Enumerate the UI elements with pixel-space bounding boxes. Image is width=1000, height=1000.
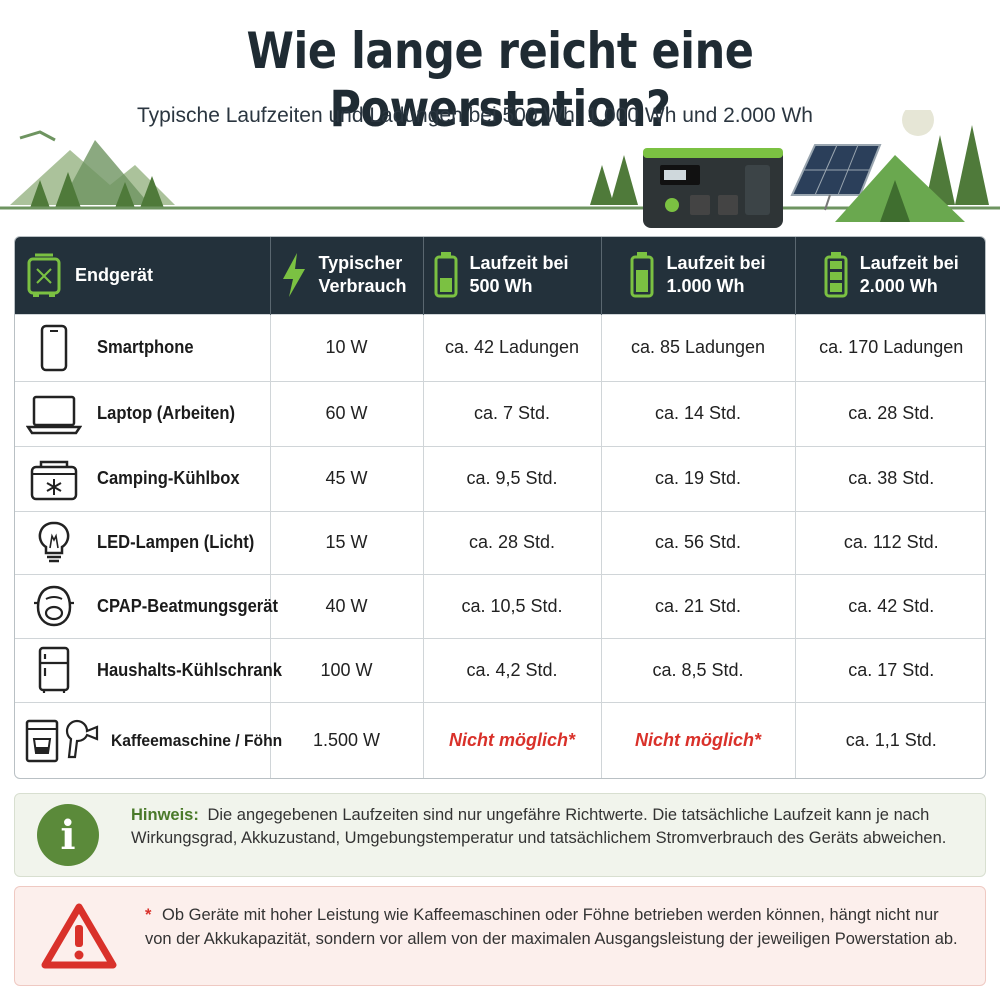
- runtime-2000-cell: ca. 170 Ladungen: [795, 313, 985, 381]
- table-row: Laptop (Arbeiten) 60 W ca. 7 Std. ca. 14…: [15, 380, 985, 446]
- header-label: Typischer: [318, 253, 403, 274]
- device-cell: Laptop (Arbeiten): [15, 380, 271, 446]
- device-cell: Kaffeemaschine / Föhn: [15, 701, 282, 778]
- device-name: Haushalts-Kühlschrank: [97, 659, 282, 680]
- runtime-1000-cell: Nicht möglich*: [601, 701, 796, 778]
- coffee-machine-hairdryer-icon: [25, 719, 99, 762]
- tree-icon: [30, 172, 164, 208]
- table-row: LED-Lampen (Licht) 15 W ca. 28 Std. ca. …: [15, 510, 985, 574]
- device-cell: LED-Lampen (Licht): [15, 510, 271, 574]
- runtime-2000-cell: ca. 112 Std.: [795, 510, 985, 574]
- table-row: CPAP-Beatmungsgerät 40 W ca. 10,5 Std. c…: [15, 573, 985, 638]
- header-label: 500 Wh: [469, 276, 533, 297]
- laptop-icon: [26, 395, 82, 434]
- runtime-1000-cell: ca. 21 Std.: [601, 573, 796, 638]
- page-subtitle: Typische Laufzeiten und Ladungen bei 500…: [137, 104, 813, 127]
- table-header-row: Endgerät Typischer Verbrauch: [15, 237, 985, 314]
- header-device: Endgerät: [15, 237, 271, 314]
- table-row: Haushalts-Kühlschrank 100 W ca. 4,2 Std.…: [15, 637, 985, 702]
- runtime-1000-cell: ca. 14 Std.: [601, 380, 796, 446]
- cpap-mask-icon: [34, 585, 74, 627]
- device-name: CPAP-Beatmungsgerät: [97, 595, 278, 616]
- hint-text-block: Hinweis: Die angegebenen Laufzeiten sind…: [131, 804, 961, 850]
- warning-box: * Ob Geräte mit hoher Leistung wie Kaffe…: [14, 886, 986, 986]
- battery-icon: [630, 252, 654, 298]
- runtime-2000-cell: ca. 17 Std.: [795, 637, 985, 702]
- table-row: Kaffeemaschine / Föhn 1.500 W Nicht mögl…: [15, 701, 985, 778]
- lightning-icon: [282, 253, 305, 298]
- runtime-1000-cell: ca. 19 Std.: [601, 445, 796, 511]
- runtime-table: Endgerät Typischer Verbrauch: [14, 236, 986, 779]
- powerstation-icon: [27, 253, 61, 298]
- runtime-2000-cell: ca. 1,1 Std.: [795, 701, 985, 778]
- consumption-cell: 1.500 W: [270, 701, 424, 778]
- header-label: Endgerät: [75, 264, 154, 285]
- header-consumption: Typischer Verbrauch: [270, 237, 424, 314]
- info-icon: i: [37, 804, 99, 866]
- header-runtime-2000: Laufzeit bei 2.000 Wh: [795, 237, 985, 314]
- device-name: Kaffeemaschine / Föhn: [111, 730, 283, 750]
- header-label: Laufzeit bei: [859, 253, 959, 274]
- hint-label: Hinweis:: [131, 806, 199, 824]
- device-name: Camping-Kühlbox: [97, 468, 240, 488]
- runtime-2000-cell: ca. 42 Std.: [795, 573, 985, 638]
- table-row: Smartphone 10 W ca. 42 Ladungen ca. 85 L…: [15, 313, 985, 381]
- battery-icon: [824, 252, 848, 298]
- header-label: 1.000 Wh: [666, 276, 745, 297]
- runtime-2000-cell: ca. 28 Std.: [795, 380, 985, 446]
- consumption-cell: 60 W: [270, 380, 424, 446]
- device-cell: Smartphone: [15, 313, 271, 381]
- runtime-500-cell: Nicht möglich*: [423, 701, 602, 778]
- warning-triangle-icon: [41, 903, 117, 969]
- powerstation-product-icon: [643, 148, 783, 228]
- fridge-icon: [38, 646, 70, 693]
- runtime-2000-cell: ca. 38 Std.: [795, 445, 985, 511]
- header-runtime-1000: Laufzeit bei 1.000 Wh: [601, 237, 796, 314]
- device-cell: Camping-Kühlbox: [15, 445, 271, 511]
- consumption-cell: 15 W: [270, 510, 424, 574]
- tree-icon: [590, 125, 989, 205]
- runtime-500-cell: ca. 42 Ladungen: [423, 313, 602, 381]
- device-cell: CPAP-Beatmungsgerät: [15, 573, 278, 638]
- tent-icon: [835, 155, 965, 222]
- consumption-cell: 40 W: [270, 573, 424, 638]
- light-bulb-icon: [38, 521, 70, 562]
- header-label: Laufzeit bei: [666, 253, 766, 274]
- runtime-500-cell: ca. 10,5 Std.: [423, 573, 602, 638]
- runtime-500-cell: ca. 7 Std.: [423, 380, 602, 446]
- smartphone-icon: [40, 324, 68, 371]
- device-name: Laptop (Arbeiten): [97, 403, 235, 423]
- hint-box: i Hinweis: Die angegebenen Laufzeiten si…: [14, 793, 986, 877]
- device-cell: Haushalts-Kühlschrank: [15, 637, 282, 702]
- hint-text: Die angegebenen Laufzeiten sind nur unge…: [131, 806, 947, 847]
- page-title: Wie lange reicht eine Powerstation?: [246, 22, 754, 138]
- cooler-box-icon: [30, 460, 78, 500]
- runtime-1000-cell: ca. 85 Ladungen: [601, 313, 796, 381]
- battery-icon: [434, 252, 457, 298]
- runtime-500-cell: ca. 4,2 Std.: [423, 637, 602, 702]
- header-label: Laufzeit bei: [469, 253, 569, 274]
- device-name: LED-Lampen (Licht): [97, 532, 255, 552]
- warning-text: Ob Geräte mit hoher Leistung wie Kaffeem…: [145, 906, 958, 948]
- warning-text-block: * Ob Geräte mit hoher Leistung wie Kaffe…: [145, 903, 965, 951]
- runtime-500-cell: ca. 28 Std.: [423, 510, 602, 574]
- consumption-cell: 100 W: [270, 637, 424, 702]
- table-row: Camping-Kühlbox 45 W ca. 9,5 Std. ca. 19…: [15, 445, 985, 511]
- runtime-500-cell: ca. 9,5 Std.: [423, 445, 602, 511]
- footnote-marker: *: [145, 906, 152, 924]
- device-name: Smartphone: [97, 337, 194, 357]
- consumption-cell: 10 W: [270, 313, 424, 381]
- header-label: 2.000 Wh: [859, 276, 938, 297]
- runtime-1000-cell: ca. 8,5 Std.: [601, 637, 796, 702]
- outdoor-scenery-illustration: [0, 110, 1000, 228]
- header-runtime-500: Laufzeit bei 500 Wh: [423, 237, 602, 314]
- runtime-1000-cell: ca. 56 Std.: [601, 510, 796, 574]
- sun-icon: [902, 110, 934, 136]
- header-label: Verbrauch: [318, 276, 407, 297]
- consumption-cell: 45 W: [270, 445, 424, 511]
